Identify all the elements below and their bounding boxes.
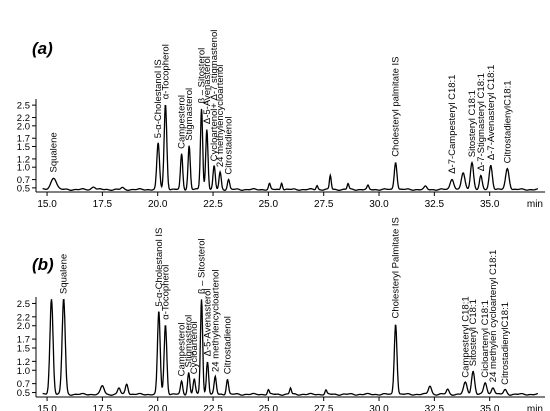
y-tick-label: 1.0 (17, 366, 30, 377)
peak-label: β – Sitosterol (197, 48, 208, 104)
y-tick-label: 0.7 (17, 379, 30, 390)
chromatogram-trace (42, 104, 539, 191)
y-tick-label: 2.2 (17, 113, 30, 124)
y-tick-label: 1.5 (17, 344, 30, 355)
x-tick-label: 25.0 (259, 404, 279, 411)
y-tick-label: 2.2 (17, 312, 30, 323)
x-tick-label: 15.0 (37, 404, 57, 411)
y-tick-label: 0.5 (17, 388, 30, 399)
peak-label: Δ-7-Avenasteryl C18:1 (486, 65, 497, 160)
peak-label: α-Tocopherol (161, 44, 172, 99)
peak-label: Δ-7-Stigmasteryl C18:1 (476, 73, 487, 171)
peak-label: Campesterol (177, 323, 188, 377)
peak-label: 24 methylencycloartenol (210, 270, 221, 372)
peak-label: Citrostadienol (224, 117, 235, 175)
peak-label: Cycloartenol (189, 321, 200, 374)
peak-label: Δ-5-Avenasterol (203, 288, 214, 356)
peak-label: 24 methylencycloartenol (215, 65, 226, 167)
x-tick-label: 15.0 (37, 199, 57, 210)
panel-b: (b) 0.50.7 1.01.2 1.51.7 2.02.2 2.5 15.0 17.5 20… (17, 217, 545, 411)
peak-label: 5-α-Cholestanol IS (154, 228, 165, 307)
x-tick-label: 27.5 (314, 199, 334, 210)
y-tick-label: 2.5 (17, 299, 30, 310)
x-tick-label: 17.5 (93, 199, 113, 210)
x-unit-label: min (527, 199, 543, 210)
y-tick-label: 1.0 (17, 163, 30, 174)
x-unit-label: min (527, 404, 543, 411)
chromatogram-trace (42, 298, 539, 396)
x-tick-label: 30.0 (369, 199, 389, 210)
peak-label: Sitosteryl C18:1 (468, 299, 479, 366)
x-tick-label: 32.5 (425, 199, 445, 210)
peak-label: Squalene (49, 132, 60, 172)
panel-a: (a) 0.50.71.01.21.51.7 2.02.22.5 15.0 17.5 20… (17, 30, 545, 210)
y-tick-label: 1.5 (17, 142, 30, 153)
peak-label: Cycloartenol+ Δ-7 stigmastenol (209, 30, 220, 162)
peak-label: CitrostadienylC18:1 (502, 80, 513, 163)
y-tick-label: 1.7 (17, 335, 30, 346)
peak-label: β – Sitosterol (197, 238, 208, 294)
x-tick-label: 35.0 (480, 199, 500, 210)
x-tick-label: 22.5 (203, 404, 223, 411)
peak-label: 24 methylen cycloartenyl C18:1 (488, 250, 499, 383)
peak-label: Squalene (59, 254, 70, 294)
peak-label: Δ-7-Campesteryl C18:1 (447, 75, 458, 174)
peak-label: CitrostadienylC18:1 (500, 302, 511, 385)
peak-label: Δ-5-Avenasterol (202, 56, 213, 124)
y-tick-label: 2.0 (17, 321, 30, 332)
peak-label: Cholesteryl palmitate IS (391, 56, 402, 156)
y-tick-label: 1.2 (17, 357, 30, 368)
peak-label: Campesteryl C18:1 (460, 296, 471, 377)
peak-label: 5-α-Cholestanol IS (153, 59, 164, 138)
x-tick-label: 30.0 (369, 404, 389, 411)
x-tick-label: 25.0 (259, 199, 279, 210)
panel-label: (b) (32, 255, 54, 274)
y-tick-label: 1.2 (17, 154, 30, 165)
x-tick-label: 27.5 (314, 404, 334, 411)
panel-label: (a) (32, 39, 53, 58)
peak-label: Campesterol (177, 95, 188, 149)
y-tick-label: 0.5 (17, 183, 30, 194)
y-tick-label: 0.7 (17, 175, 30, 186)
peak-label: Stigmasterol (184, 88, 195, 141)
x-tick-label: 32.5 (425, 404, 445, 411)
x-tick-label: 20.0 (148, 199, 168, 210)
peak-label: Cicloartenyl C18:1 (480, 300, 491, 378)
peak-label: Stigmasterol (184, 315, 195, 368)
x-tick-label: 35.0 (480, 404, 500, 411)
y-tick-label: 2.5 (17, 101, 30, 112)
peak-label: Cholesteryl Palmitate IS (391, 217, 402, 318)
peak-label: Sitosteryl C18:1 (467, 90, 478, 157)
y-tick-label: 1.7 (17, 134, 30, 145)
peak-label: Citrostadienol (222, 316, 233, 374)
x-tick-label: 22.5 (203, 199, 223, 210)
y-tick-label: 2.0 (17, 121, 30, 132)
x-tick-label: 20.0 (148, 404, 168, 411)
peak-label: α-Tocopherol (161, 265, 172, 320)
x-tick-label: 17.5 (93, 404, 113, 411)
